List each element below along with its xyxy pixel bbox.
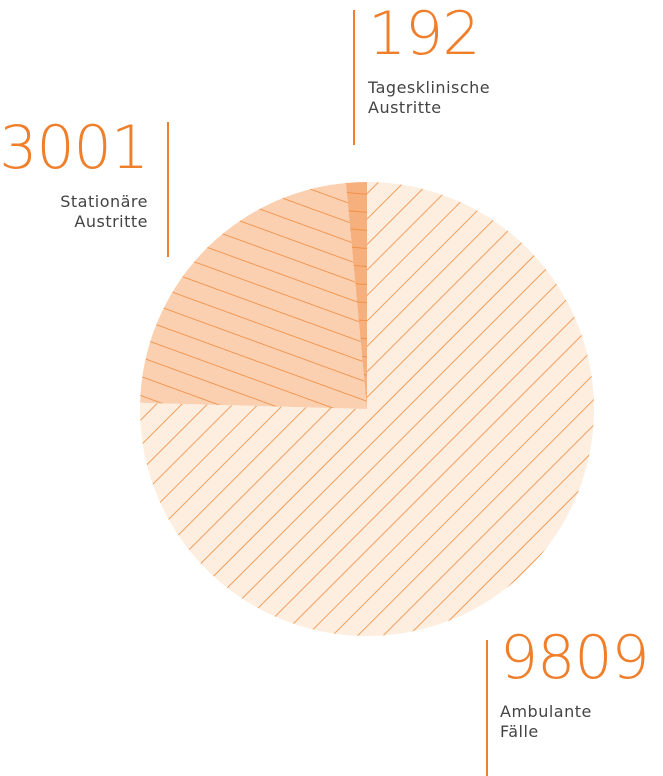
slice-hatch (345, 182, 367, 409)
category-label: Ambulante Fälle (500, 702, 592, 741)
category-label: Stationäre Austritte (60, 192, 148, 231)
slice-label: 3001 Stationäre Austritte (0, 113, 149, 232)
slice-label: 192 Tagesklinische Austritte (368, 4, 518, 118)
value-label: 192 (368, 0, 481, 69)
callout-line (353, 10, 355, 145)
pie (140, 182, 594, 636)
value-label: 9809 (500, 623, 650, 693)
callout-line (486, 640, 488, 776)
value-label: 3001 (0, 113, 149, 183)
callout-line (167, 122, 169, 257)
category-label: Tagesklinische Austritte (368, 78, 491, 117)
slice-label: 9809 Ambulante Fälle (500, 623, 650, 742)
slice-hatch (140, 182, 594, 636)
slice-hatch (140, 182, 367, 409)
